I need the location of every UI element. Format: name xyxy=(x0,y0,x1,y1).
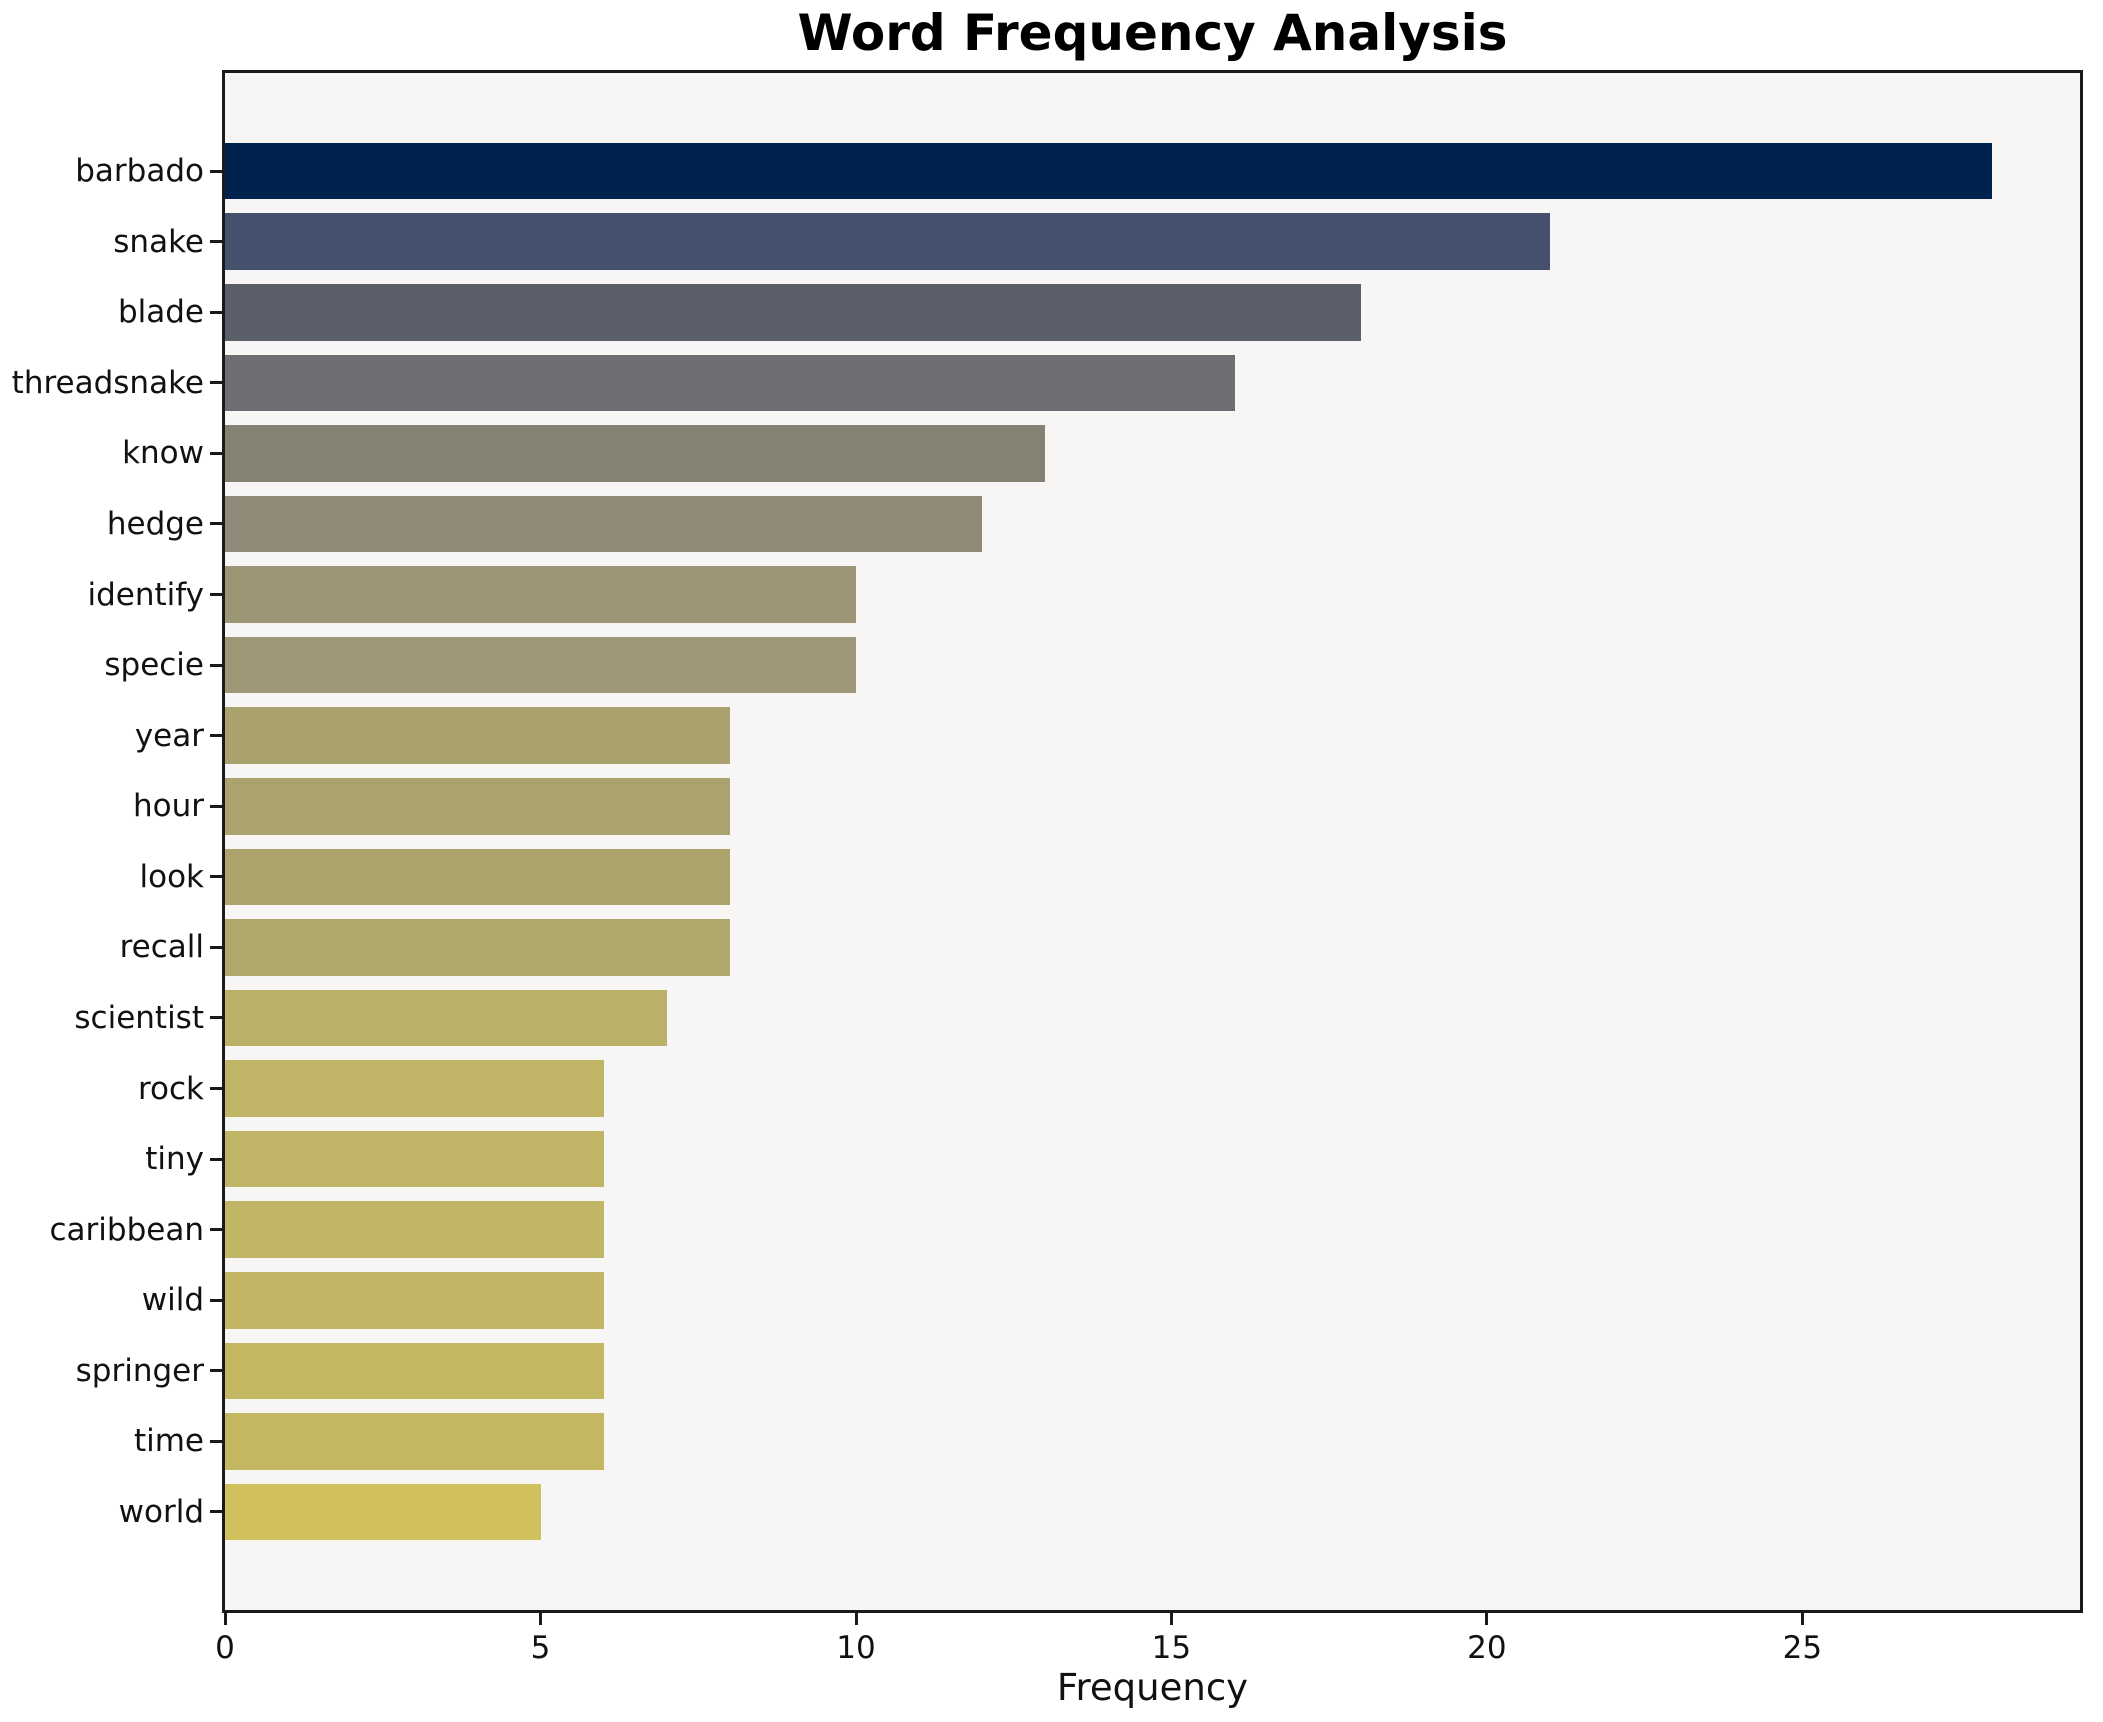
y-tick-label-springer: springer xyxy=(75,1352,204,1389)
y-tick-label-tiny: tiny xyxy=(145,1141,204,1178)
y-tick-mark xyxy=(210,1298,222,1302)
y-tick-mark xyxy=(210,381,222,385)
x-tick-mark xyxy=(539,1613,542,1625)
x-tick-label-25: 25 xyxy=(1782,1630,1823,1666)
y-tick-mark xyxy=(210,804,222,808)
bar-threadsnake xyxy=(225,354,1235,412)
y-tick-label-time: time xyxy=(133,1423,204,1460)
y-tick-label-look: look xyxy=(139,858,205,895)
y-tick-label-year: year xyxy=(134,717,204,754)
bar-hedge xyxy=(225,495,983,553)
bar-recall xyxy=(225,919,730,976)
bar-snake xyxy=(225,213,1550,270)
y-tick-mark xyxy=(210,310,222,314)
x-tick-label-5: 5 xyxy=(530,1630,551,1666)
y-tick-mark xyxy=(210,451,222,455)
bar-hour xyxy=(225,778,730,835)
plot-area xyxy=(222,70,2083,1613)
y-tick-label-scientist: scientist xyxy=(74,999,204,1036)
y-tick-mark xyxy=(210,663,222,667)
y-tick-mark xyxy=(210,1228,222,1232)
y-tick-mark xyxy=(210,1087,222,1090)
y-tick-mark xyxy=(210,734,222,738)
y-tick-mark xyxy=(210,1016,222,1020)
bar-tiny xyxy=(225,1130,604,1188)
bar-scientist xyxy=(225,989,667,1047)
x-tick-label-0: 0 xyxy=(215,1630,235,1666)
x-tick-label-10: 10 xyxy=(836,1630,876,1666)
bar-know xyxy=(225,425,1046,482)
bar-year xyxy=(225,707,730,764)
y-tick-label-rock: rock xyxy=(137,1070,204,1107)
y-tick-mark xyxy=(210,169,222,173)
x-tick-mark xyxy=(854,1613,858,1625)
y-tick-label-specie: specie xyxy=(104,647,204,684)
y-tick-label-hedge: hedge xyxy=(106,505,204,542)
y-tick-label-hour: hour xyxy=(132,788,204,825)
bar-time xyxy=(225,1413,604,1470)
bar-world xyxy=(225,1483,541,1541)
y-tick-label-know: know xyxy=(122,435,204,472)
y-tick-mark xyxy=(210,1510,222,1514)
x-tick-label-15: 15 xyxy=(1151,1630,1192,1666)
bar-springer xyxy=(225,1342,604,1399)
bar-wild xyxy=(225,1272,604,1329)
y-tick-label-barbado: barbado xyxy=(75,153,204,190)
x-tick-mark xyxy=(1169,1613,1173,1625)
y-tick-mark xyxy=(210,1369,222,1373)
x-tick-mark xyxy=(1800,1613,1804,1625)
bar-specie xyxy=(225,636,856,694)
y-tick-label-blade: blade xyxy=(117,294,204,331)
y-tick-label-wild: wild xyxy=(141,1282,204,1319)
y-tick-label-identify: identify xyxy=(87,576,205,613)
y-tick-mark xyxy=(210,593,222,596)
y-tick-label-snake: snake xyxy=(113,223,204,260)
bar-look xyxy=(225,848,730,906)
y-tick-mark xyxy=(210,1157,222,1161)
bar-caribbean xyxy=(225,1201,604,1258)
y-tick-mark xyxy=(210,1439,222,1443)
x-tick-mark xyxy=(1485,1613,1489,1625)
y-tick-mark xyxy=(210,240,222,244)
x-axis-label: Frequency xyxy=(1056,1666,1249,1709)
bar-barbado xyxy=(225,142,1992,200)
y-tick-mark xyxy=(210,875,222,879)
bar-blade xyxy=(225,284,1361,341)
x-tick-mark xyxy=(223,1613,227,1625)
y-tick-label-threadsnake: threadsnake xyxy=(11,364,204,401)
y-tick-mark xyxy=(210,945,222,949)
bar-rock xyxy=(225,1060,604,1117)
x-tick-label-20: 20 xyxy=(1467,1630,1507,1666)
y-tick-mark xyxy=(210,522,222,526)
y-tick-label-caribbean: caribbean xyxy=(49,1211,204,1248)
chart-title: Word Frequency Analysis xyxy=(797,4,1508,62)
y-tick-label-world: world xyxy=(118,1493,204,1530)
bar-identify xyxy=(225,566,856,623)
y-tick-label-recall: recall xyxy=(119,929,204,966)
